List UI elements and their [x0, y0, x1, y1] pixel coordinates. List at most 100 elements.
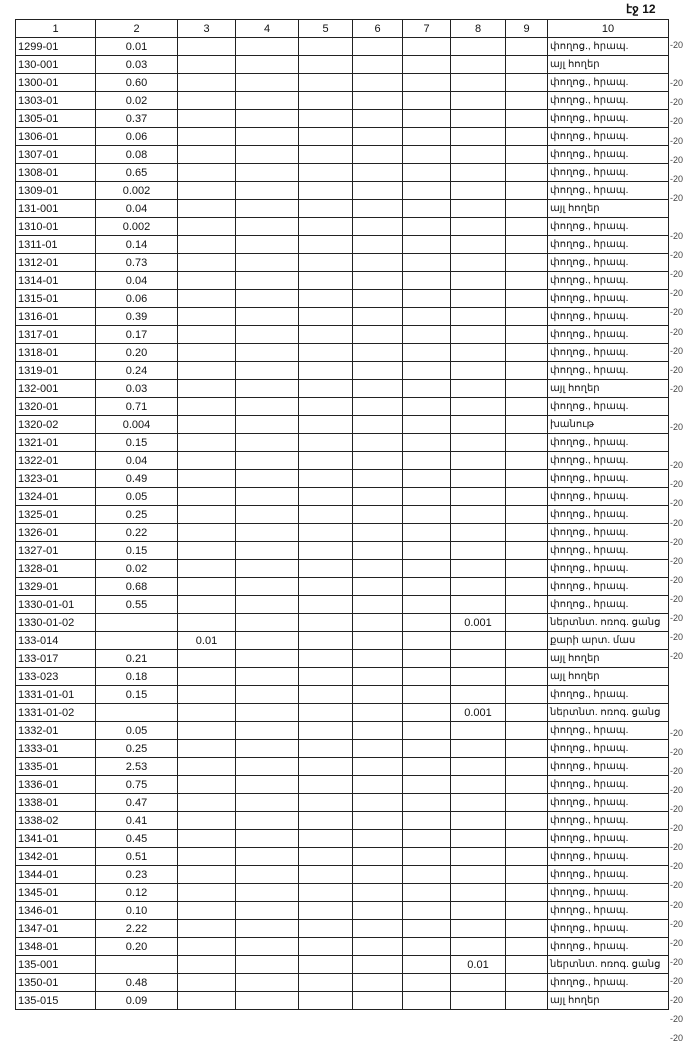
table-row: 1309-01 0.002 փողոց., հրապ.: [15, 181, 669, 200]
cell-col-4: [235, 127, 299, 146]
cell-col-8: [450, 361, 506, 380]
cell-col-7: [402, 289, 451, 308]
cell-col-4: [235, 433, 299, 452]
cell-col-3: [177, 343, 236, 362]
cell-col-7: [402, 541, 451, 560]
margin-note: -20: [670, 727, 684, 738]
cell-col-10: խանութ: [547, 415, 669, 434]
cell-col-7: [402, 109, 451, 128]
cell-col-1: 1317-01: [15, 325, 96, 344]
cell-col-1: 1321-01: [15, 433, 96, 452]
cell-col-6: [352, 289, 403, 308]
cell-col-4: [235, 145, 299, 164]
cell-col-1: 1326-01: [15, 523, 96, 542]
cell-col-2: 0.37: [95, 109, 178, 128]
cell-col-9: [505, 217, 548, 236]
cell-col-1: 1350-01: [15, 973, 96, 992]
cell-col-8: [450, 199, 506, 218]
cell-col-2: 0.10: [95, 901, 178, 920]
cell-col-9: [505, 487, 548, 506]
cell-col-9: [505, 685, 548, 704]
cell-col-5: [298, 919, 353, 938]
cell-col-9: [505, 757, 548, 776]
cell-col-2: 0.48: [95, 973, 178, 992]
cell-col-3: [177, 505, 236, 524]
cell-col-5: [298, 541, 353, 560]
cell-col-10: այլ հողեր: [547, 649, 669, 668]
cell-col-3: [177, 991, 236, 1010]
cell-col-2: 0.39: [95, 307, 178, 326]
cell-col-2: 0.15: [95, 541, 178, 560]
cell-col-3: [177, 649, 236, 668]
table-row: 1318-01 0.20 փողոց., հրապ.: [15, 343, 669, 362]
cell-col-5: [298, 415, 353, 434]
table-row: 135-001 0.01 ներտնտ. ոռոգ. ցանց: [15, 955, 669, 974]
cell-col-2: 0.71: [95, 397, 178, 416]
cell-col-9: [505, 397, 548, 416]
cell-col-9: [505, 181, 548, 200]
cell-col-8: [450, 325, 506, 344]
table-row: 1320-01 0.71 փողոց., հրապ.: [15, 397, 669, 416]
cell-col-9: [505, 667, 548, 686]
cell-col-7: [402, 667, 451, 686]
cell-col-9: [505, 613, 548, 632]
margin-note: -20: [670, 593, 684, 604]
column-header-3: 3: [177, 19, 236, 38]
cell-col-4: [235, 883, 299, 902]
cell-col-9: [505, 271, 548, 290]
cell-col-8: [450, 937, 506, 956]
cell-col-10: այլ հողեր: [547, 199, 669, 218]
cell-col-1: 1316-01: [15, 307, 96, 326]
cell-col-10: փողոց., հրապ.: [547, 307, 669, 326]
cell-col-1: 1330-01-01: [15, 595, 96, 614]
cell-col-5: [298, 901, 353, 920]
cell-col-6: [352, 829, 403, 848]
cell-col-3: [177, 847, 236, 866]
cell-col-1: 1332-01: [15, 721, 96, 740]
cell-col-10: փողոց., հրապ.: [547, 37, 669, 56]
cell-col-8: 0.01: [450, 955, 506, 974]
cell-col-7: [402, 433, 451, 452]
cell-col-6: [352, 307, 403, 326]
cell-col-3: [177, 793, 236, 812]
cell-col-3: [177, 433, 236, 452]
cell-col-4: [235, 523, 299, 542]
cell-col-6: [352, 721, 403, 740]
cell-col-7: [402, 847, 451, 866]
cell-col-6: [352, 649, 403, 668]
cell-col-7: [402, 145, 451, 164]
cell-col-4: [235, 595, 299, 614]
cell-col-9: [505, 307, 548, 326]
cell-col-8: [450, 775, 506, 794]
cell-col-10: փողոց., հրապ.: [547, 811, 669, 830]
cell-col-6: [352, 271, 403, 290]
cell-col-4: [235, 577, 299, 596]
margin-note: -20: [670, 651, 684, 662]
cell-col-2: 0.23: [95, 865, 178, 884]
cell-col-7: [402, 703, 451, 722]
cell-col-4: [235, 325, 299, 344]
table-row: 1314-01 0.04 փողոց., հրապ.: [15, 271, 669, 290]
cell-col-8: [450, 721, 506, 740]
cell-col-2: 0.09: [95, 991, 178, 1010]
cell-col-1: 1303-01: [15, 91, 96, 110]
cell-col-3: [177, 127, 236, 146]
cell-col-4: [235, 361, 299, 380]
cell-col-6: [352, 559, 403, 578]
table-row: 1323-01 0.49 փողոց., հրապ.: [15, 469, 669, 488]
cell-col-7: [402, 37, 451, 56]
cell-col-7: [402, 361, 451, 380]
cell-col-10: փողոց., հրապ.: [547, 271, 669, 290]
margin-note: -20: [670, 135, 684, 146]
cell-col-5: [298, 325, 353, 344]
table-row: 131-001 0.04 այլ հողեր: [15, 199, 669, 218]
cell-col-2: 0.04: [95, 271, 178, 290]
cell-col-3: [177, 919, 236, 938]
cell-col-1: 1311-01: [15, 235, 96, 254]
cell-col-5: [298, 451, 353, 470]
cell-col-6: [352, 703, 403, 722]
cell-col-9: [505, 901, 548, 920]
cell-col-9: [505, 145, 548, 164]
margin-note: -20: [670, 364, 684, 375]
cell-col-1: 133-017: [15, 649, 96, 668]
